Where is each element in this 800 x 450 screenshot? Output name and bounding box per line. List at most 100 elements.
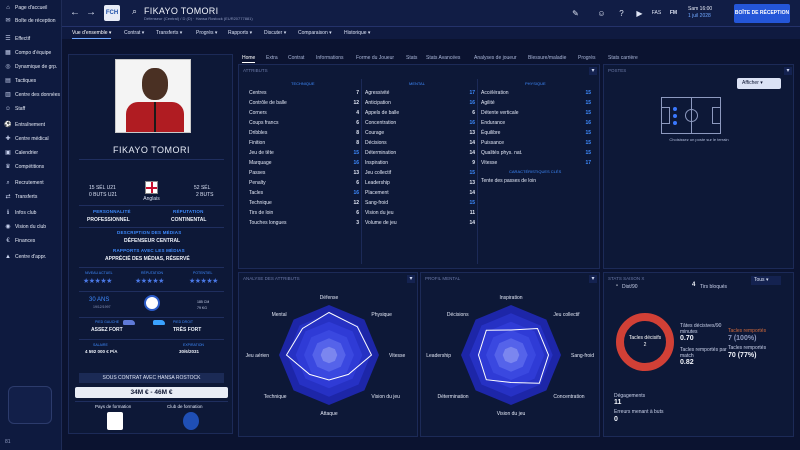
sidebar-item-home[interactable]: ⌂ Page d'accueil bbox=[2, 2, 60, 15]
position-dot[interactable] bbox=[673, 114, 677, 118]
date-time: Sam 16:00 bbox=[688, 6, 713, 12]
page-title: FIKAYO TOMORI bbox=[144, 6, 219, 16]
attribute-value: 14 bbox=[469, 140, 475, 146]
fm-menu-icon[interactable]: FM bbox=[669, 10, 678, 16]
club-badge-icon[interactable]: FCH bbox=[104, 5, 120, 21]
academy-icon: ▲ bbox=[5, 253, 11, 260]
clearances-label: Dégagements bbox=[614, 393, 646, 399]
tab-2[interactable]: Extra bbox=[266, 55, 278, 61]
senior-caps: 52 SÉL bbox=[194, 185, 211, 191]
sidebar-item-vision[interactable]: ◉ Vision du club bbox=[2, 221, 60, 234]
tab-1[interactable]: Home bbox=[242, 55, 256, 63]
radar-label: Jeu aérien bbox=[246, 353, 270, 359]
game-date[interactable]: Sam 16:00 1 juil 2028 bbox=[688, 6, 712, 20]
england-crest-icon[interactable] bbox=[107, 412, 123, 430]
sidebar-item-club-info[interactable]: ℹ Infos club bbox=[2, 207, 60, 220]
tab-9[interactable]: Blessure/maladie bbox=[528, 55, 567, 61]
data-icon: ▥ bbox=[5, 91, 11, 98]
attribute-name: Équilibre bbox=[481, 130, 501, 136]
menu-item-6[interactable]: Discuter ▾ bbox=[264, 30, 287, 36]
sidebar-item-academy[interactable]: ▲ Centre d'appr. bbox=[2, 251, 60, 264]
sidebar-item-transfer[interactable]: ⇄ Transferts bbox=[2, 191, 60, 204]
tab-3[interactable]: Contrat bbox=[288, 55, 305, 61]
video-icon[interactable]: ▶ bbox=[636, 9, 643, 18]
menu-item-3[interactable]: Transferts ▾ bbox=[156, 30, 183, 36]
left-foot-header: PIED GAUCHE bbox=[95, 320, 120, 324]
radar-label: Détermination bbox=[437, 394, 468, 400]
position-dot[interactable] bbox=[673, 121, 677, 125]
sidebar-item-tactics[interactable]: ▤ Tactiques bbox=[2, 75, 60, 88]
expiry-value: 30/6/2031 bbox=[179, 349, 200, 354]
left-foot-value: ASSEZ FORT bbox=[91, 327, 123, 333]
menu-item-1[interactable]: Vue d'ensemble ▾ bbox=[72, 27, 112, 39]
sidebar-item-trophy[interactable]: ♛ Compétitions bbox=[2, 161, 60, 174]
club-logo-icon[interactable] bbox=[144, 295, 160, 311]
tab-8[interactable]: Analyses de joueur bbox=[474, 55, 517, 61]
radar-label: Inspiration bbox=[499, 295, 522, 301]
radar-label: Physique bbox=[371, 312, 392, 318]
radar1-title: ANALYSE DES ATTRIBUTS bbox=[243, 276, 300, 281]
attribute-name: Détermination bbox=[365, 150, 397, 156]
sidebar-item-calendar[interactable]: ▣ Calendrier bbox=[2, 147, 60, 160]
edit-icon[interactable]: ✎ bbox=[572, 9, 579, 18]
radar1-menu-icon[interactable]: ▾ bbox=[407, 275, 415, 283]
search-icon[interactable]: ⌕ bbox=[132, 6, 138, 16]
tab-7[interactable]: Stats Avancées bbox=[426, 55, 461, 61]
sidebar-item-scouting[interactable]: ⌕ Recrutement bbox=[2, 177, 60, 190]
inbox-continue-button[interactable]: BOÎTE DE RÉCEPTION bbox=[734, 4, 790, 23]
mental-header: MENTAL bbox=[409, 81, 425, 86]
fas-icon[interactable]: FAS bbox=[651, 10, 662, 16]
help-icon[interactable]: ? bbox=[619, 9, 624, 18]
sidebar-item-dynamics[interactable]: ◎ Dynamique de grp. bbox=[2, 61, 60, 74]
attribute-value: 4 bbox=[356, 110, 359, 116]
date-day: 1 juil 2028 bbox=[688, 13, 711, 19]
attribute-name: Touches longues bbox=[249, 220, 287, 226]
sidebar-item-squad[interactable]: ☰ Effectif bbox=[2, 33, 60, 46]
social-icon[interactable]: ☺ bbox=[597, 9, 606, 18]
pitch-diagram[interactable] bbox=[661, 97, 721, 134]
menu-item-4[interactable]: Progrès ▾ bbox=[196, 30, 218, 36]
display-dropdown[interactable]: Afficher ▾ bbox=[737, 78, 781, 89]
sidebar-item-inbox[interactable]: ✉ Boîte de réception bbox=[2, 15, 60, 28]
scouting-icon: ⌕ bbox=[6, 179, 10, 186]
attribute-value: 16 bbox=[353, 160, 359, 166]
menu-item-5[interactable]: Rapports ▾ bbox=[228, 30, 253, 36]
back-arrow-icon[interactable]: ← bbox=[70, 7, 80, 18]
stats-filter-dropdown[interactable]: Tous ▾ bbox=[751, 276, 781, 285]
chelsea-crest-icon[interactable] bbox=[183, 412, 199, 430]
media-relations-value: APPRÉCIÉ DES MÉDIAS, RÉSERVÉ bbox=[105, 256, 190, 262]
won-per-match-value: 0.82 bbox=[680, 359, 694, 366]
attribute-name: Agilité bbox=[481, 100, 495, 106]
sidebar-item-lineup[interactable]: ▦ Compo d'équipe bbox=[2, 47, 60, 60]
forward-arrow-icon[interactable]: → bbox=[86, 7, 96, 18]
attributes-menu-icon[interactable]: ▾ bbox=[589, 67, 597, 75]
sidebar-item-medical[interactable]: ✚ Centre médical bbox=[2, 133, 60, 146]
radar2-menu-icon[interactable]: ▾ bbox=[589, 275, 597, 283]
tab-6[interactable]: Stats bbox=[406, 55, 418, 61]
tab-11[interactable]: Stats carrière bbox=[608, 55, 638, 61]
attribute-name: Technique bbox=[249, 200, 272, 206]
dynamics-icon: ◎ bbox=[5, 63, 11, 70]
attribute-name: Agressivité bbox=[365, 90, 390, 96]
reputation-header: RÉPUTATION bbox=[173, 209, 204, 214]
tab-4[interactable]: Informations bbox=[316, 55, 344, 61]
left-boot-icon bbox=[123, 320, 135, 325]
position-dot[interactable] bbox=[673, 107, 677, 111]
attribute-value: 15 bbox=[585, 130, 591, 136]
tackles-won-label: Tacles remportés bbox=[728, 328, 767, 334]
tab-10[interactable]: Progrès bbox=[578, 55, 596, 61]
tab-5[interactable]: Forme du Joueur bbox=[356, 55, 395, 61]
menu-item-2[interactable]: Contrat ▾ bbox=[124, 30, 145, 36]
attribute-value: 16 bbox=[585, 120, 591, 126]
sidebar-item-finances[interactable]: € Finances bbox=[2, 235, 60, 248]
menu-item-8[interactable]: Historique ▾ bbox=[344, 30, 371, 36]
position-menu-icon[interactable]: ▾ bbox=[784, 67, 792, 75]
menu-item-7[interactable]: Comparaison ▾ bbox=[298, 30, 332, 36]
right-foot-header: PIED DROIT bbox=[173, 320, 194, 324]
sidebar-item-staff[interactable]: ☺ Staff bbox=[2, 103, 60, 116]
sidebar-item-training[interactable]: ⚽ Entraînement bbox=[2, 119, 60, 132]
attribute-name: Marquage bbox=[249, 160, 272, 166]
player-value[interactable]: 34M € - 46M € bbox=[75, 387, 228, 398]
sidebar-item-data[interactable]: ▥ Centre des données bbox=[2, 89, 60, 102]
